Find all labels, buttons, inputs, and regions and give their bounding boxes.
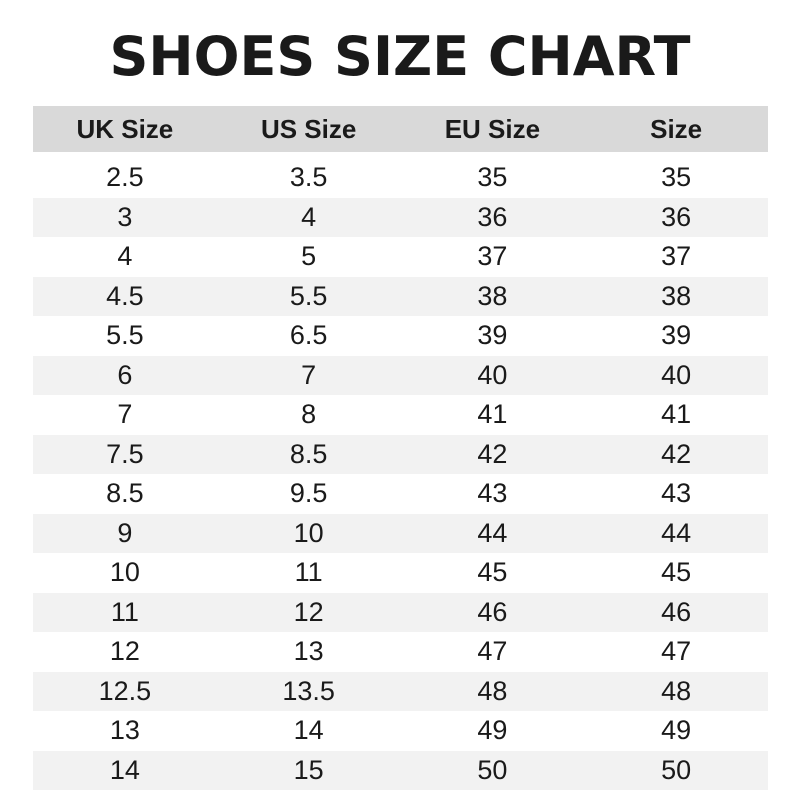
table-row: 7.5 8.5 42 42: [33, 434, 768, 474]
cell-eu-size: 45: [477, 557, 508, 587]
cell-size: 46: [661, 596, 692, 627]
cell-us-size: 14: [293, 715, 324, 745]
header-eu-size: EU Size: [444, 114, 541, 144]
cell-us-size: 4: [301, 201, 317, 232]
cell-uk-size: 4.5: [106, 280, 144, 311]
cell-uk-size: 7.5: [106, 438, 144, 469]
cell-size: 42: [661, 438, 692, 469]
cell-eu-size: 37: [477, 241, 508, 271]
cell-uk-size: 12: [109, 636, 140, 666]
cell-size: 37: [661, 241, 692, 271]
cell-us-size: 5.5: [289, 280, 328, 311]
cell-uk-size: 12.5: [98, 675, 152, 706]
cell-size: 35: [661, 162, 692, 192]
cell-eu-size: 35: [477, 162, 508, 192]
cell-size: 49: [661, 715, 692, 745]
cell-eu-size: 39: [477, 320, 508, 350]
cell-us-size: 8.5: [289, 438, 328, 469]
cell-size: 43: [661, 478, 692, 508]
cell-uk-size: 13: [109, 715, 140, 745]
cell-uk-size: 2.5: [106, 162, 144, 192]
header-uk-size: UK Size: [76, 114, 174, 144]
cell-us-size: 6.5: [289, 320, 328, 350]
cell-us-size: 8: [301, 399, 317, 429]
cell-uk-size: 6: [117, 359, 133, 390]
cell-uk-size: 10: [109, 557, 140, 587]
cell-us-size: 13: [293, 636, 324, 666]
cell-us-size: 9.5: [289, 478, 328, 508]
cell-size: 41: [661, 399, 692, 429]
cell-eu-size: 50: [477, 754, 508, 785]
table-row: 14 15 50 50: [33, 750, 768, 790]
cell-us-size: 5: [301, 241, 317, 271]
table-row: 3 4 36 36: [33, 197, 768, 237]
table-row: 12 13 47 47: [33, 632, 768, 672]
table-row: 10 11 45 45: [33, 553, 768, 593]
cell-eu-size: 40: [477, 359, 508, 390]
cell-eu-size: 42: [477, 438, 508, 469]
cell-us-size: 15: [293, 754, 324, 785]
cell-us-size: 12: [293, 596, 324, 627]
table-row: 4 5 37 37: [33, 237, 768, 277]
cell-size: 36: [661, 201, 692, 232]
cell-uk-size: 3: [117, 201, 133, 232]
header-size: Size: [650, 114, 703, 144]
cell-uk-size: 9: [117, 517, 133, 548]
table-row: 5.5 6.5 39 39: [33, 316, 768, 356]
table-row: 8.5 9.5 43 43: [33, 474, 768, 514]
cell-eu-size: 38: [477, 280, 508, 311]
cell-eu-size: 43: [477, 478, 508, 508]
cell-eu-size: 36: [477, 201, 508, 232]
table-row: 12.5 13.5 48 48: [33, 671, 768, 711]
cell-us-size: 11: [294, 557, 323, 587]
table-row: 9 10 44 44: [33, 513, 768, 553]
table-body: 2.5 3.5 35 35 3 4 36 36 4 5 37 37 4.5 5.5 38 38 5.5 6.5 39…: [33, 158, 768, 790]
cell-uk-size: 7: [117, 399, 133, 429]
table-row: 2.5 3.5 35 35: [33, 158, 768, 198]
cell-uk-size: 5.5: [106, 320, 144, 350]
cell-us-size: 10: [293, 517, 324, 548]
cell-size: 45: [661, 557, 692, 587]
cell-eu-size: 49: [477, 715, 508, 745]
table-row: 13 14 49 49: [33, 711, 768, 751]
cell-eu-size: 44: [477, 517, 508, 548]
cell-eu-size: 47: [477, 636, 508, 666]
cell-size: 48: [661, 675, 692, 706]
header-us-size: US Size: [260, 114, 357, 144]
cell-size: 39: [661, 320, 692, 350]
size-table: UK Size US Size EU Size Size 2.5 3.5 35 35 3…: [33, 106, 768, 790]
cell-uk-size: 4: [117, 241, 133, 271]
cell-us-size: 3.5: [289, 162, 328, 192]
table-row: 7 8 41 41: [33, 395, 768, 435]
cell-uk-size: 14: [109, 754, 140, 785]
table-row: 6 7 40 40: [33, 355, 768, 395]
cell-size: 44: [661, 517, 692, 548]
cell-size: 40: [661, 359, 692, 390]
cell-us-size: 7: [301, 359, 317, 390]
page-title: SHOES SIZE CHART: [109, 25, 691, 88]
cell-uk-size: 11: [110, 596, 139, 627]
cell-eu-size: 41: [477, 399, 508, 429]
table-header: UK Size US Size EU Size Size: [33, 106, 768, 152]
cell-eu-size: 48: [477, 675, 508, 706]
cell-size: 50: [661, 754, 692, 785]
table-row: 4.5 5.5 38 38: [33, 276, 768, 316]
table-row: 11 12 46 46: [33, 592, 768, 632]
cell-us-size: 13.5: [282, 675, 335, 706]
cell-eu-size: 46: [477, 596, 508, 627]
cell-size: 47: [661, 636, 692, 666]
cell-size: 38: [661, 280, 692, 311]
cell-uk-size: 8.5: [106, 478, 144, 508]
